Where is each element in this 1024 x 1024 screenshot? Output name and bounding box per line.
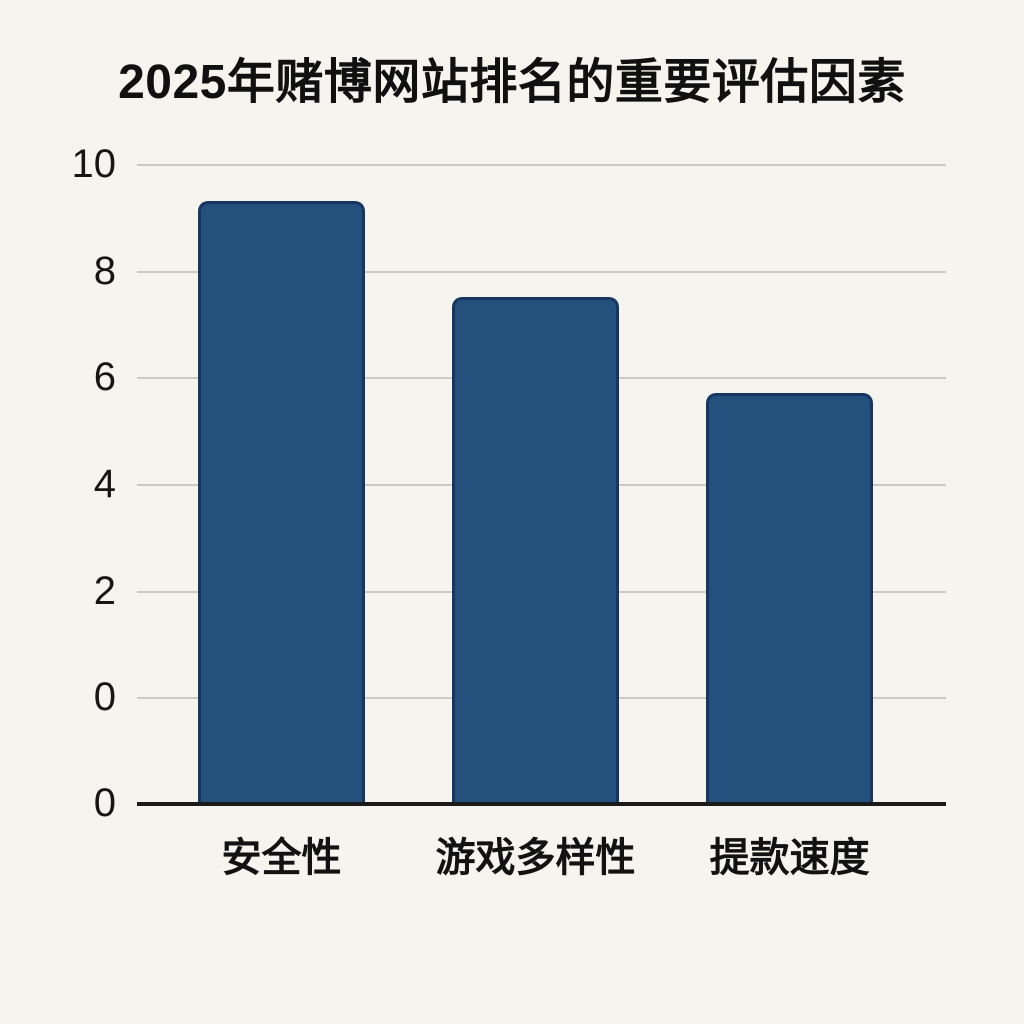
x-category-label: 安全性 [221, 836, 342, 880]
x-category-label: 游戏多样性 [435, 836, 636, 880]
bar-安全性 [197, 201, 366, 804]
gridline [137, 164, 946, 166]
y-tick-label: 8 [93, 248, 116, 293]
y-tick-label: 10 [71, 142, 117, 187]
y-tick-label-baseline: 0 [93, 781, 116, 826]
y-tick-label: 0 [93, 675, 116, 720]
gridline [137, 270, 946, 273]
chart-title: 2025年赌博网站排名的重要评估因素 [118, 56, 906, 109]
y-tick-label: 2 [93, 568, 116, 613]
y-tick-label: 6 [93, 355, 116, 400]
x-category-label: 提款速度 [709, 836, 870, 880]
plot-area: 10 8 6 4 2 0 0 安全性 游戏多样性 提款速度 [72, 144, 946, 878]
bar-游戏多样性 [452, 297, 620, 804]
y-tick-label: 4 [93, 462, 116, 507]
x-axis-line [137, 802, 946, 806]
bar-提款速度 [706, 393, 874, 804]
